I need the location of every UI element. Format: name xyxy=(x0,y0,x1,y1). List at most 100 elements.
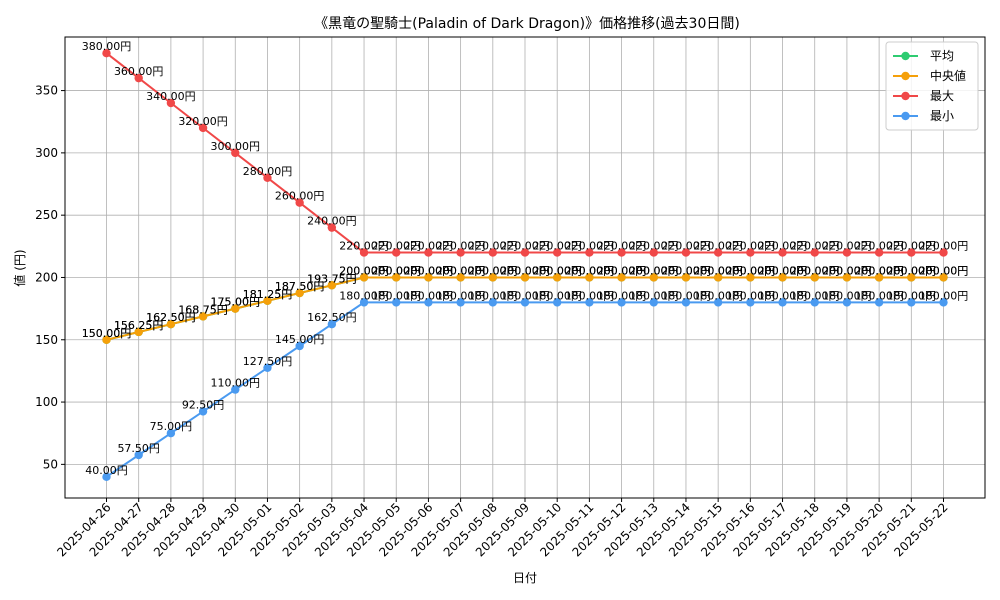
data-label: 180.00円 xyxy=(371,289,421,302)
data-label: 180.00円 xyxy=(597,289,647,302)
data-point xyxy=(842,248,852,257)
data-label: 200.00円 xyxy=(919,264,969,277)
data-point xyxy=(456,298,465,307)
data-point xyxy=(585,298,594,307)
data-point xyxy=(713,273,723,282)
data-point xyxy=(102,48,111,58)
data-label: 200.00円 xyxy=(693,264,743,277)
legend-marker xyxy=(901,51,910,61)
data-label: 200.00円 xyxy=(822,264,872,277)
data-label: 180.00円 xyxy=(436,289,486,302)
data-point xyxy=(263,296,272,306)
data-point xyxy=(617,298,626,307)
data-label: 220.00円 xyxy=(726,240,776,253)
data-point xyxy=(231,385,240,394)
data-label: 200.00円 xyxy=(500,264,550,277)
data-label: 175.00円 xyxy=(211,296,261,309)
data-point xyxy=(681,248,691,257)
data-label: 360.00円 xyxy=(114,65,164,78)
data-label: 200.00円 xyxy=(854,264,904,277)
data-point xyxy=(874,298,884,307)
data-label: 200.00円 xyxy=(436,264,486,277)
data-label: 193.75円 xyxy=(307,272,357,285)
data-point xyxy=(746,273,755,282)
data-point xyxy=(746,248,755,257)
data-label: 200.00円 xyxy=(726,264,776,277)
data-label: 168.75円 xyxy=(178,303,228,316)
data-label: 180.00円 xyxy=(339,289,389,302)
data-point xyxy=(295,288,304,298)
data-label: 180.00円 xyxy=(629,289,679,302)
data-point xyxy=(520,273,530,282)
data-label: 127.50円 xyxy=(243,355,293,368)
data-label: 220.00円 xyxy=(919,240,969,253)
data-point xyxy=(102,335,111,344)
data-label: 200.00円 xyxy=(887,264,937,277)
data-label: 200.00円 xyxy=(661,264,711,277)
legend-marker xyxy=(901,91,910,101)
data-point xyxy=(552,298,562,307)
data-point xyxy=(166,319,176,329)
y-axis: 50 100 150 200 250 300 350 xyxy=(35,84,65,471)
data-point xyxy=(424,298,433,307)
data-point xyxy=(746,298,755,307)
data-point xyxy=(874,273,884,282)
data-label: 180.00円 xyxy=(854,289,904,302)
data-point xyxy=(231,304,240,313)
x-axis-label: 日付 xyxy=(513,571,537,585)
data-label: 220.00円 xyxy=(854,240,904,253)
data-label: 181.25円 xyxy=(243,288,293,301)
data-label: 145.00円 xyxy=(275,333,325,346)
data-label: 220.00円 xyxy=(339,240,389,253)
data-label: 187.50円 xyxy=(275,280,325,293)
series-layer xyxy=(102,48,948,482)
data-label: 340.00円 xyxy=(146,90,196,103)
data-point xyxy=(520,298,530,307)
data-point xyxy=(198,407,208,416)
data-label: 193.75円 xyxy=(307,272,357,285)
data-point xyxy=(231,148,240,158)
data-point xyxy=(424,273,433,282)
data-point xyxy=(552,248,562,257)
data-label: 300.00円 xyxy=(211,140,261,153)
data-label: 220.00円 xyxy=(597,240,647,253)
data-point xyxy=(681,273,691,282)
data-point xyxy=(617,273,626,282)
data-point xyxy=(907,298,916,307)
data-label: 200.00円 xyxy=(726,264,776,277)
legend-entry: 平均 xyxy=(930,49,954,63)
data-label: 240.00円 xyxy=(307,215,357,228)
data-point xyxy=(778,298,787,307)
data-label: 162.50円 xyxy=(146,311,196,324)
data-label: 200.00円 xyxy=(468,264,518,277)
data-label: 40.00円 xyxy=(85,464,128,477)
data-point xyxy=(939,298,948,307)
data-point xyxy=(649,273,658,282)
data-point xyxy=(617,248,626,257)
data-point xyxy=(456,273,465,282)
data-label: 200.00円 xyxy=(404,264,454,277)
data-label: 220.00円 xyxy=(468,240,518,253)
data-point xyxy=(488,298,498,307)
data-label: 200.00円 xyxy=(404,264,454,277)
data-label: 220.00円 xyxy=(661,240,711,253)
data-point xyxy=(842,298,852,307)
data-label: 200.00円 xyxy=(339,264,389,277)
data-point xyxy=(359,298,369,307)
data-label: 320.00円 xyxy=(178,115,228,128)
data-point xyxy=(424,248,433,257)
data-point xyxy=(874,248,884,257)
data-point xyxy=(392,298,401,307)
data-point xyxy=(359,248,369,257)
data-label: 200.00円 xyxy=(468,264,518,277)
data-point xyxy=(649,248,658,257)
y-axis-label: 値 (円) xyxy=(12,249,27,286)
legend-entry: 最小 xyxy=(930,109,954,123)
data-label: 200.00円 xyxy=(532,264,582,277)
data-point xyxy=(359,273,369,282)
data-label: 200.00円 xyxy=(597,264,647,277)
data-label: 57.50円 xyxy=(117,442,160,455)
legend-marker xyxy=(901,111,910,121)
data-label: 220.00円 xyxy=(404,240,454,253)
